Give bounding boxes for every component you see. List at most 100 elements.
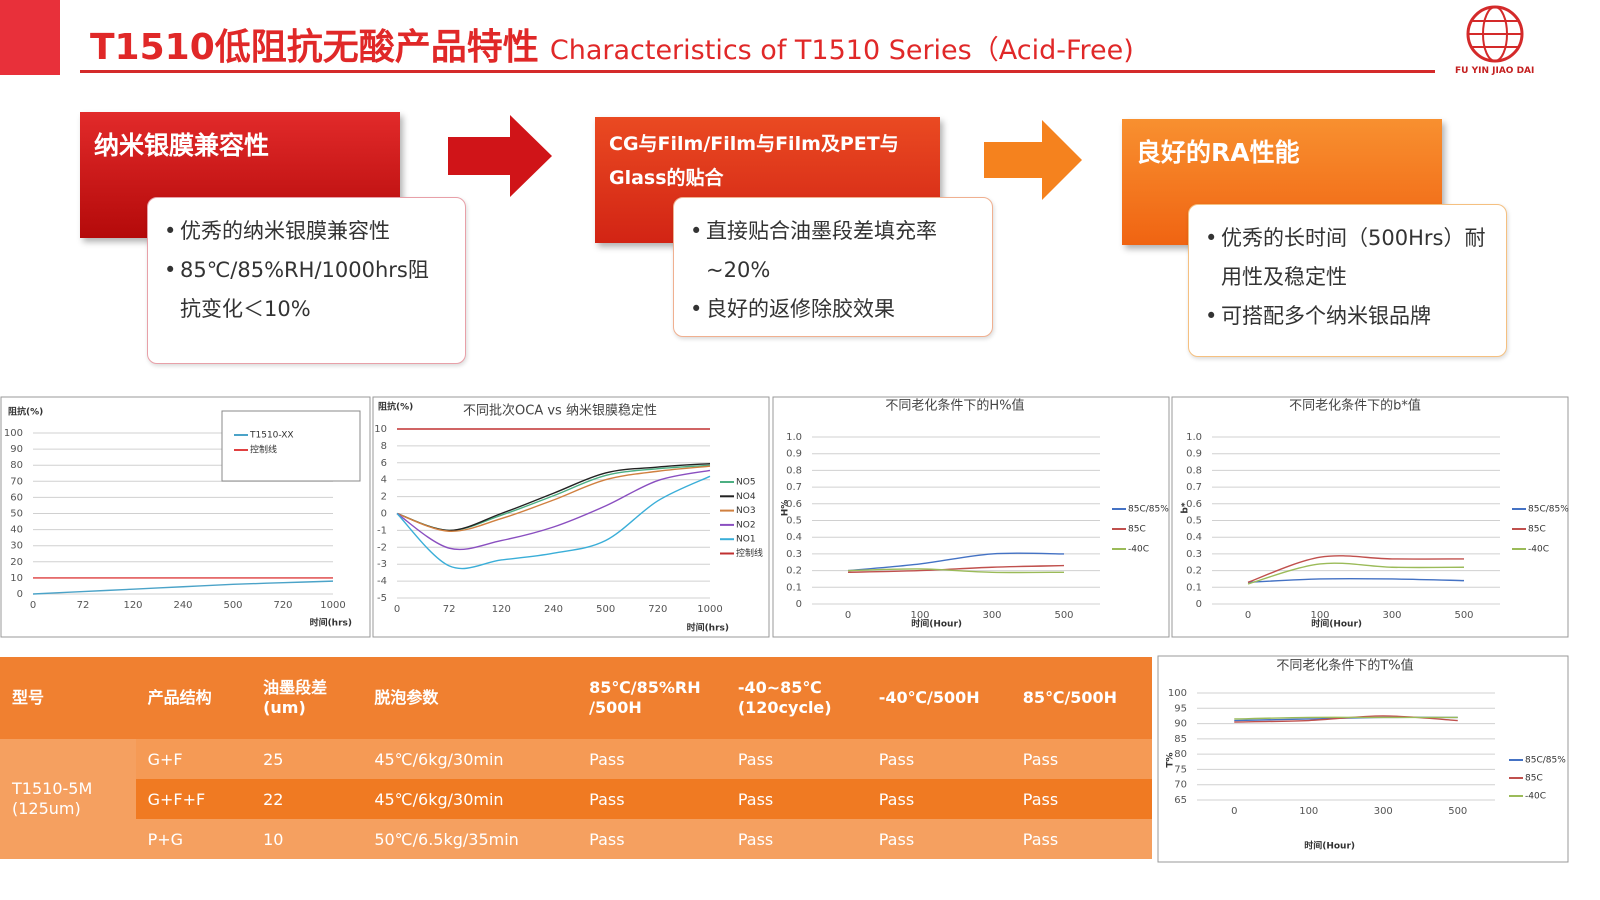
table-cell: G+F+F xyxy=(147,789,206,809)
y-tick-label: 0.8 xyxy=(786,465,802,476)
x-tick-label: 240 xyxy=(173,600,192,611)
y-axis-label: 阻抗(%) xyxy=(8,406,43,418)
y-tick-label: 0.1 xyxy=(786,582,802,593)
y-tick-label: -5 xyxy=(377,593,387,604)
arrow xyxy=(448,115,552,197)
spec-table: 型号 产品结构 油墨段差 (um) 脱泡参数 85℃/85%RH /500H -40~85… xyxy=(0,657,1152,859)
x-axis-label: 时间(hrs) xyxy=(310,617,352,629)
y-tick-label: 0.2 xyxy=(1186,566,1202,577)
y-tick-label: 0.4 xyxy=(1186,532,1202,543)
panel xyxy=(1157,655,1569,863)
x-tick-label: 0 xyxy=(30,600,36,611)
table-cell: Pass xyxy=(1022,749,1059,769)
header: T1510低阻抗无酸产品特性 Characteristics of T1510 … xyxy=(90,18,1134,70)
table-cell: Pass xyxy=(737,789,774,809)
x-axis-label: 时间(Hour) xyxy=(1304,840,1355,852)
chart-title: 不同老化条件下的H%值 xyxy=(885,398,1024,414)
legend-label: 控制线 xyxy=(250,444,277,456)
y-tick-label: 90 xyxy=(10,444,23,455)
bullet: 直接贴合油墨段差填充率~20% xyxy=(690,212,976,290)
legend-box xyxy=(221,410,361,482)
bullet: 良好的返修除胶效果 xyxy=(690,290,976,329)
y-tick-label: 0.3 xyxy=(1186,549,1202,560)
x-tick-label: 720 xyxy=(273,600,292,611)
logo-text: FU YIN JIAO DAI xyxy=(1455,66,1535,76)
x-tick-label: 100 xyxy=(1310,610,1329,621)
header-cell: 型号 xyxy=(0,657,136,739)
title-en: Characteristics of T1510 Series（Acid-Fre… xyxy=(549,35,1134,66)
legend-label: 85C/85% xyxy=(1528,505,1569,515)
series-line xyxy=(1234,716,1458,720)
x-tick-label: 120 xyxy=(123,600,142,611)
series-line xyxy=(847,564,1065,573)
y-tick-label: 40 xyxy=(10,525,23,536)
y-axis-label: T% xyxy=(1166,752,1176,767)
table-cell: 45℃/6kg/30min xyxy=(374,749,504,769)
series-line xyxy=(847,552,1065,572)
y-tick-label: 6 xyxy=(381,458,387,469)
header-cell: -40~85℃ (120cycle) xyxy=(725,657,867,739)
x-tick-label: 1000 xyxy=(320,600,345,611)
series-line xyxy=(1247,555,1465,583)
y-tick-label: 4 xyxy=(381,475,387,486)
legend-label: NO3 xyxy=(736,506,756,516)
y-tick-label: 100 xyxy=(4,428,23,439)
chart-title: 不同老化条件下的b*值 xyxy=(1289,398,1421,414)
y-tick-label: 0.2 xyxy=(786,566,802,577)
table-cell: Pass xyxy=(737,829,774,849)
series-line xyxy=(396,469,711,551)
y-tick-label: 65 xyxy=(1174,795,1187,806)
y-tick-label: 0.3 xyxy=(786,549,802,560)
y-tick-label: 80 xyxy=(1174,749,1187,760)
series-line xyxy=(1247,562,1465,585)
y-tick-label: 70 xyxy=(10,476,23,487)
x-tick-label: 300 xyxy=(982,610,1001,621)
legend-label: 控制线 xyxy=(736,547,763,559)
y-tick-label: 1.0 xyxy=(1186,432,1202,443)
x-tick-label: 120 xyxy=(492,604,511,615)
x-tick-label: 240 xyxy=(544,604,563,615)
x-tick-label: 72 xyxy=(77,600,90,611)
x-tick-label: 500 xyxy=(1454,610,1473,621)
y-tick-label: 0 xyxy=(796,599,802,610)
y-tick-label: 0.7 xyxy=(1186,482,1202,493)
y-tick-label: 0.7 xyxy=(786,482,802,493)
table-cell: 25 xyxy=(263,749,284,769)
y-tick-label: 0.6 xyxy=(1186,499,1202,510)
chart-title: 不同老化条件下的T%值 xyxy=(1276,658,1413,674)
y-axis-label: 阻抗(%) xyxy=(378,401,413,413)
x-tick-label: 500 xyxy=(1054,610,1073,621)
feature-body: 直接贴合油墨段差填充率~20%良好的返修除胶效果 xyxy=(673,197,993,337)
legend-label: NO5 xyxy=(736,478,756,488)
y-tick-label: 50 xyxy=(10,509,23,520)
chart-title: 不同批次OCA vs 纳米银膜稳定性 xyxy=(463,403,657,419)
y-axis-label: b* xyxy=(1181,502,1191,513)
series-line xyxy=(1247,577,1465,583)
y-tick-label: 0 xyxy=(1196,599,1202,610)
y-tick-label: 0.8 xyxy=(1186,465,1202,476)
y-tick-label: -2 xyxy=(377,542,387,553)
y-tick-label: 100 xyxy=(1168,688,1187,699)
y-tick-label: 0.4 xyxy=(786,532,802,543)
y-tick-label: 95 xyxy=(1174,703,1187,714)
series-line xyxy=(396,475,711,570)
legend-label: 85C xyxy=(1525,774,1543,784)
y-tick-label: 1.0 xyxy=(786,432,802,443)
logo xyxy=(1466,5,1524,63)
table-cell: Pass xyxy=(878,789,915,809)
legend-label: -40C xyxy=(1128,545,1149,555)
x-tick-label: 1000 xyxy=(697,604,722,615)
bullet: 可搭配多个纳米银品牌 xyxy=(1205,297,1490,336)
y-tick-label: 0 xyxy=(17,589,23,600)
table-cell: Pass xyxy=(737,749,774,769)
title-rule xyxy=(80,70,1435,73)
table-cell: Pass xyxy=(589,749,625,769)
y-tick-label: 0.5 xyxy=(1186,516,1202,527)
x-tick-label: 300 xyxy=(1374,806,1393,817)
header-cell: 产品结构 xyxy=(135,657,252,739)
table-cell: 50℃/6.5kg/35min xyxy=(374,829,519,849)
series-line xyxy=(396,462,711,532)
table-cell: Pass xyxy=(1022,789,1059,809)
y-tick-label: 60 xyxy=(10,492,23,503)
